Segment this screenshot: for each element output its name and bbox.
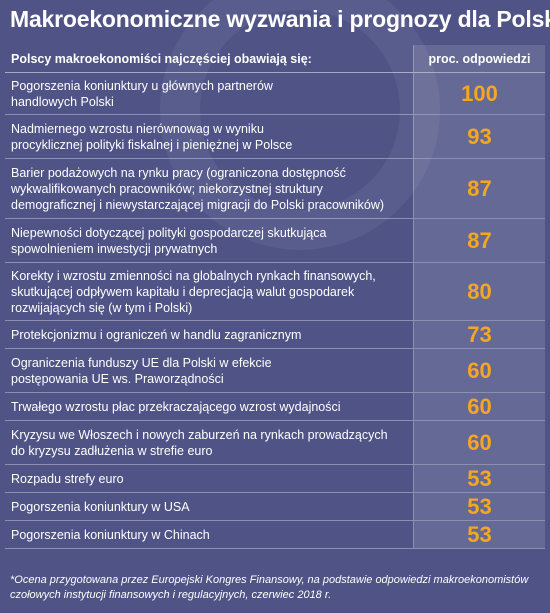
table-row: Pogorszenia koniunktury w Chinach 53 — [5, 521, 545, 549]
table-row: Korekty i wzrostu zmienności na globalny… — [5, 263, 545, 321]
footnote-line-1: *Ocena przygotowana przez Europejski Kon… — [10, 574, 529, 586]
row-label: Pogorszenia koniunktury w USA — [5, 493, 413, 520]
row-label-line: Ograniczenia funduszy UE dla Polski w ef… — [11, 355, 272, 370]
table-body: Pogorszenia koniunktury u głównych partn… — [5, 73, 545, 549]
row-value: 80 — [413, 263, 545, 320]
row-label-line: rozwijających się (w tym i Polski) — [11, 300, 193, 315]
table-row: Ograniczenia funduszy UE dla Polski w ef… — [5, 349, 545, 393]
row-label-line: skutkującej odpływem kapitału i deprecja… — [11, 284, 355, 299]
row-value: 73 — [413, 321, 545, 348]
row-value: 53 — [413, 521, 545, 548]
table-row: Nadmiernego wzrostu nierównowag w wyniku… — [5, 115, 545, 159]
row-label-line: Niepewności dotyczącej polityki gospodar… — [11, 225, 327, 240]
row-value: 87 — [413, 159, 545, 218]
footnote-line-2: czołowych instytucji finansowych i regul… — [10, 589, 332, 601]
table-row: Kryzysu we Włoszech i nowych zaburzeń na… — [5, 421, 545, 465]
header-value: proc. odpowiedzi — [413, 45, 545, 72]
row-label: Pogorszenia koniunktury u głównych partn… — [5, 73, 413, 114]
row-label: Korekty i wzrostu zmienności na globalny… — [5, 263, 413, 320]
row-label: Kryzysu we Włoszech i nowych zaburzeń na… — [5, 421, 413, 464]
row-label: Nadmiernego wzrostu nierównowag w wyniku… — [5, 115, 413, 158]
row-label: Barier podażowych na rynku pracy (ograni… — [5, 159, 413, 218]
row-label: Ograniczenia funduszy UE dla Polski w ef… — [5, 349, 413, 392]
row-label: Protekcjonizmu i ograniczeń w handlu zag… — [5, 321, 413, 348]
table-row: Trwałego wzrostu płac przekraczającego w… — [5, 393, 545, 421]
row-label-line: wykwalifikowanych pracowników; niekorzys… — [11, 181, 323, 196]
table-row: Pogorszenia koniunktury w USA 53 — [5, 493, 545, 521]
row-value: 53 — [413, 465, 545, 492]
table-row: Pogorszenia koniunktury u głównych partn… — [5, 73, 545, 115]
row-label-line: demograficznej i niewystarczającej migra… — [11, 197, 385, 212]
row-label-line: Kryzysu we Włoszech i nowych zaburzeń na… — [11, 427, 388, 442]
row-label: Pogorszenia koniunktury w Chinach — [5, 521, 413, 548]
row-label-line: do kryzysu zadłużenia w strefie euro — [11, 443, 213, 458]
row-value: 87 — [413, 219, 545, 262]
row-label-line: Protekcjonizmu i ograniczeń w handlu zag… — [11, 327, 302, 342]
row-label-line: postępowania UE ws. Praworządności — [11, 371, 224, 386]
row-label-line: Pogorszenia koniunktury w Chinach — [11, 527, 210, 542]
row-label-line: Trwałego wzrostu płac przekraczającego w… — [11, 399, 341, 414]
row-label-line: Nadmiernego wzrostu nierównowag w wyniku — [11, 121, 264, 136]
table-row: Protekcjonizmu i ograniczeń w handlu zag… — [5, 321, 545, 349]
row-label-line: Pogorszenia koniunktury w USA — [11, 499, 190, 514]
row-label: Trwałego wzrostu płac przekraczającego w… — [5, 393, 413, 420]
data-table: Polscy makroekonomiści najczęściej obawi… — [5, 45, 545, 549]
header-label: Polscy makroekonomiści najczęściej obawi… — [11, 51, 312, 66]
table-row: Rozpadu strefy euro 53 — [5, 465, 545, 493]
row-value: 60 — [413, 421, 545, 464]
row-label-line: Pogorszenia koniunktury u głównych partn… — [11, 78, 273, 93]
row-label: Rozpadu strefy euro — [5, 465, 413, 492]
row-value: 100 — [413, 73, 545, 114]
row-label: Niepewności dotyczącej polityki gospodar… — [5, 219, 413, 262]
table-row: Barier podażowych na rynku pracy (ograni… — [5, 159, 545, 219]
row-label-line: Barier podażowych na rynku pracy (ograni… — [11, 165, 346, 180]
row-label-line: Korekty i wzrostu zmienności na globalny… — [11, 268, 376, 283]
row-label-line: handlowych Polski — [11, 94, 114, 109]
table-header-row: Polscy makroekonomiści najczęściej obawi… — [5, 45, 545, 73]
row-value: 60 — [413, 349, 545, 392]
row-value: 93 — [413, 115, 545, 158]
row-label-line: spowolnieniem inwestycji prywatnych — [11, 241, 218, 256]
footnote: *Ocena przygotowana przez Europejski Kon… — [10, 573, 540, 603]
table-row: Niepewności dotyczącej polityki gospodar… — [5, 219, 545, 263]
row-value: 53 — [413, 493, 545, 520]
row-label-line: procyklicznej polityki fiskalnej i pieni… — [11, 137, 293, 152]
row-label-line: Rozpadu strefy euro — [11, 471, 124, 486]
page-title: Makroekonomiczne wyzwania i prognozy dla… — [10, 6, 550, 32]
row-value: 60 — [413, 393, 545, 420]
